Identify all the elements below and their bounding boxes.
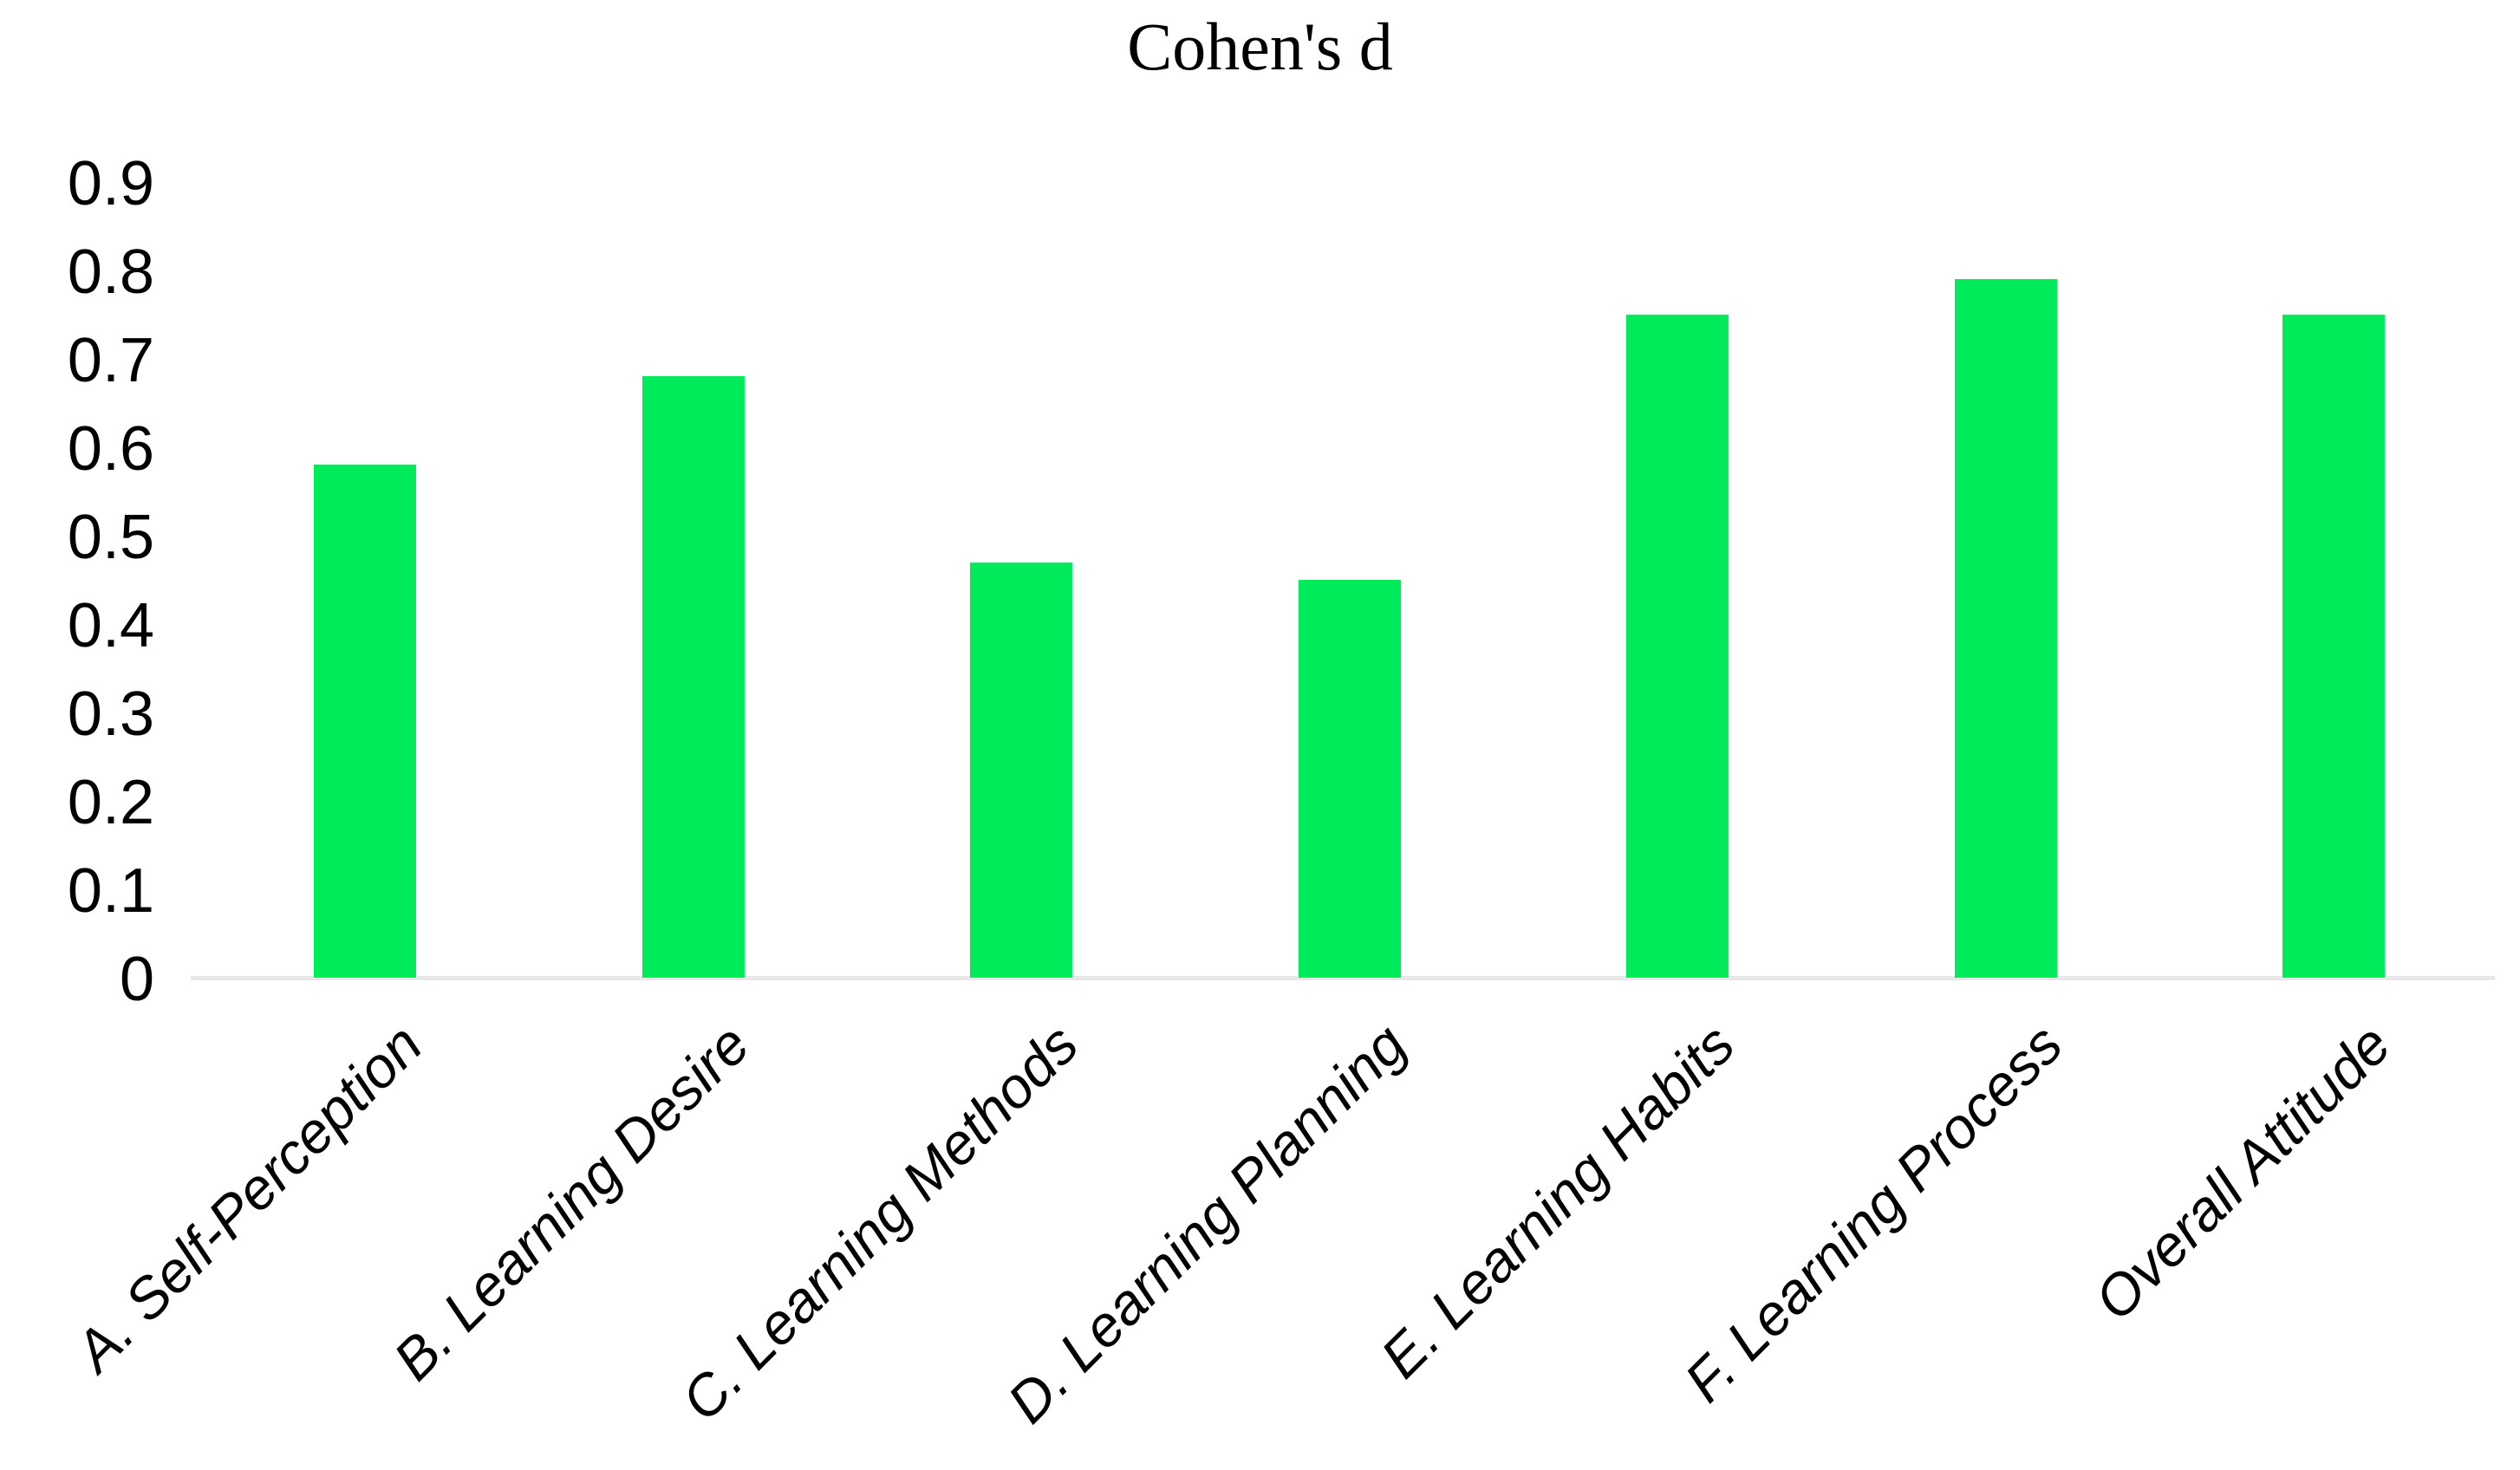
y-axis-tick-label: 0.3 xyxy=(67,680,154,749)
chart-bar xyxy=(1626,315,1729,978)
x-axis-category-label: F. Learning Process xyxy=(1671,1011,2074,1415)
y-axis-tick-label: 0.8 xyxy=(67,237,154,307)
y-axis-tick-label: 0.5 xyxy=(67,503,154,572)
x-axis-category-label: A. Self-Perception xyxy=(62,1011,434,1383)
y-axis-tick-label: 0.9 xyxy=(67,149,154,218)
x-axis-category-label: B. Learning Desire xyxy=(381,1011,762,1393)
chart-bar xyxy=(2282,315,2385,978)
chart-title: Cohen's d xyxy=(1127,9,1393,84)
chart-bar xyxy=(970,563,1072,978)
chart-bar xyxy=(314,465,416,978)
y-axis-tick-label: 0.1 xyxy=(67,856,154,926)
x-axis-line xyxy=(191,976,2495,980)
y-axis-tick-label: 0.2 xyxy=(67,768,154,837)
y-axis-tick-label: 0.7 xyxy=(67,326,154,395)
y-axis-tick-label: 0.6 xyxy=(67,414,154,484)
x-axis-category-label: Overall Attitude xyxy=(2081,1011,2403,1332)
chart-bar xyxy=(1299,580,1401,978)
y-axis-tick-label: 0.4 xyxy=(67,591,154,660)
x-axis-category-label: E. Learning Habits xyxy=(1368,1011,1747,1390)
chart-bar xyxy=(1955,279,2057,978)
chart-bar xyxy=(642,376,745,978)
y-axis-tick-label: 0 xyxy=(119,945,154,1014)
